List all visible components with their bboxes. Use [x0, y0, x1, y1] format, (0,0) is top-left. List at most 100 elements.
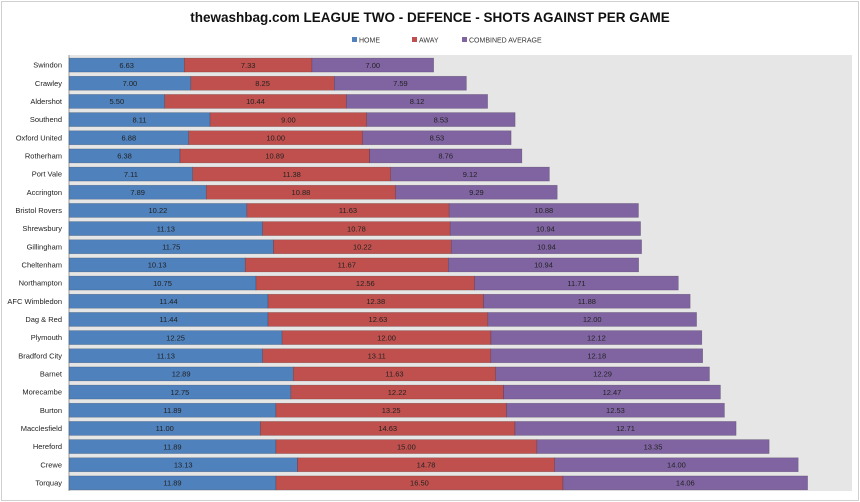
legend-swatch-home [352, 37, 357, 42]
category-label: Accrington [27, 188, 62, 197]
category-label: Oxford United [16, 133, 62, 142]
data-label: 10.88 [292, 188, 311, 197]
bar-combined-average [395, 184, 558, 200]
data-label: 12.71 [616, 424, 635, 433]
data-label: 8.11 [133, 115, 147, 124]
data-label: 12.22 [388, 388, 407, 397]
data-label: 13.35 [644, 442, 663, 451]
data-label: 8.25 [255, 79, 270, 88]
bar-away [275, 475, 564, 491]
data-label: 11.00 [156, 424, 174, 433]
data-label: 11.89 [163, 479, 181, 488]
data-label: 7.00 [365, 61, 380, 70]
bar-combined-average [503, 384, 721, 400]
data-label: 13.13 [174, 460, 193, 469]
data-label: 10.00 [266, 133, 285, 142]
data-label: 8.12 [410, 97, 425, 106]
bar-combined-average [495, 366, 710, 382]
data-label: 8.53 [430, 133, 445, 142]
data-label: 11.71 [567, 279, 585, 288]
data-label: 9.00 [281, 115, 296, 124]
data-label: 14.63 [378, 424, 397, 433]
data-label: 12.75 [171, 388, 190, 397]
legend-swatch-combined-average [462, 37, 467, 42]
data-label: 10.75 [153, 279, 172, 288]
data-label: 11.63 [385, 370, 403, 379]
data-label: 13.11 [368, 351, 386, 360]
category-label: Crawley [35, 79, 62, 88]
bar-combined-average [474, 275, 679, 291]
data-label: 12.18 [587, 351, 606, 360]
data-label: 14.00 [667, 460, 686, 469]
bar-combined-average [490, 330, 703, 345]
category-label: Northampton [19, 279, 62, 288]
category-label: Southend [30, 115, 62, 124]
category-label: Burton [40, 406, 62, 415]
data-label: 11.75 [162, 242, 180, 251]
data-label: 12.29 [593, 370, 612, 379]
data-label: 10.88 [534, 206, 553, 215]
data-label: 14.06 [676, 479, 695, 488]
bar-combined-average [506, 402, 725, 418]
bar-combined-average [490, 348, 704, 364]
bar-combined-average [483, 293, 691, 309]
category-label: Bristol Rovers [15, 206, 62, 215]
data-label: 12.53 [606, 406, 625, 415]
data-label: 10.94 [536, 224, 555, 233]
category-label: AFC Wimbledon [7, 297, 62, 306]
bar-combined-average [334, 75, 467, 91]
legend-label: COMBINED AVERAGE [469, 38, 542, 45]
category-label: Gillingham [27, 242, 62, 251]
data-label: 8.76 [438, 152, 453, 161]
data-label: 12.63 [369, 315, 388, 324]
data-label: 10.78 [347, 224, 366, 233]
data-label: 11.67 [338, 261, 356, 270]
data-label: 10.22 [149, 206, 168, 215]
bar-combined-average [390, 166, 550, 182]
bars: Swindon 6.63 7.33 7.00 Crawley 7.00 8.25 7.59 Al… [7, 57, 808, 491]
category-label: Dag & Red [25, 315, 62, 324]
category-label: Aldershot [30, 97, 63, 106]
data-label: 5.50 [110, 97, 125, 106]
data-label: 12.12 [587, 333, 606, 342]
data-label: 11.13 [157, 224, 175, 233]
category-label: Shrewsbury [22, 224, 62, 233]
bar-combined-average [449, 221, 641, 236]
bar-combined-average [514, 421, 737, 436]
category-label: Plymouth [31, 333, 62, 342]
category-label: Swindon [33, 61, 62, 70]
plot-area [69, 55, 852, 491]
category-label: Torquay [35, 478, 62, 487]
data-label: 10.22 [353, 242, 372, 251]
data-label: 6.63 [119, 61, 134, 70]
category-label: Hereford [33, 442, 62, 451]
legend-label: HOME [359, 38, 380, 45]
data-label: 11.38 [283, 170, 301, 179]
category-label: Barnet [40, 369, 63, 378]
data-label: 12.00 [377, 333, 396, 342]
data-label: 11.89 [163, 406, 181, 415]
data-label: 8.53 [434, 115, 449, 124]
bar-combined-average [311, 57, 435, 73]
data-label: 9.29 [469, 188, 484, 197]
data-label: 10.44 [246, 97, 265, 106]
data-label: 11.44 [159, 297, 177, 306]
bar-combined-average [346, 94, 488, 109]
data-label: 16.50 [410, 479, 429, 488]
category-label: Crewe [40, 460, 62, 469]
data-label: 7.59 [393, 79, 408, 88]
data-label: 12.00 [583, 315, 602, 324]
bar-combined-average [450, 239, 642, 255]
data-label: 13.25 [382, 406, 401, 415]
bar-combined-average [554, 457, 799, 473]
legend-label: AWAY [419, 38, 439, 45]
chart-title: thewashbag.com LEAGUE TWO - DEFENCE - SH… [190, 10, 670, 25]
legend-swatch-away [412, 37, 417, 42]
data-label: 11.44 [159, 315, 177, 324]
bar-home [68, 166, 194, 182]
data-label: 11.89 [163, 442, 181, 451]
data-label: 12.89 [172, 370, 191, 379]
data-label: 11.13 [157, 351, 175, 360]
data-label: 12.56 [356, 279, 375, 288]
